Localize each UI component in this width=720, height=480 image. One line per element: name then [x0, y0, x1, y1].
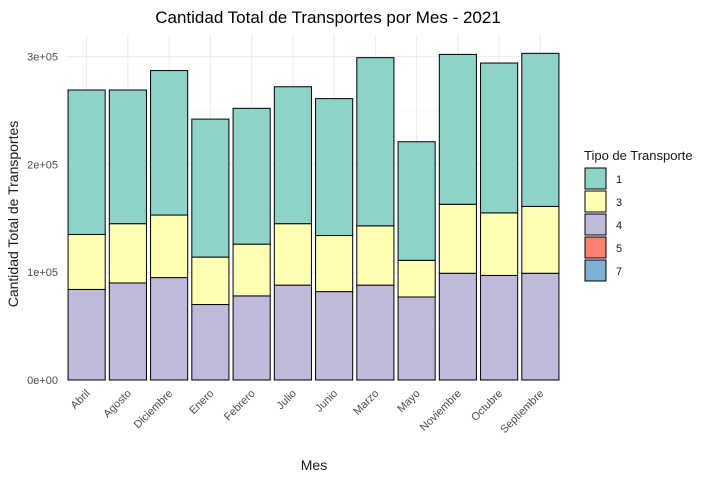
- x-tick-label: Septiembre: [498, 388, 546, 436]
- legend-label-5: 5: [616, 243, 622, 255]
- bar-segment-tipo-1: [521, 52, 560, 207]
- bar-segment-tipo-1: [315, 98, 354, 237]
- bar-segment-tipo-3: [438, 203, 477, 274]
- bar-stack: [191, 118, 230, 381]
- bar-segment-tipo-1: [397, 141, 436, 261]
- bar-stack: [521, 52, 560, 381]
- bar-segment-tipo-4: [356, 284, 395, 381]
- x-tick-label: Agosto: [101, 388, 134, 421]
- bar-stack: [232, 107, 271, 381]
- bar-segment-tipo-4: [232, 295, 271, 381]
- bar-segment-tipo-3: [356, 225, 395, 286]
- bar-stack: [150, 70, 189, 381]
- x-axis-title: Mes: [301, 457, 327, 473]
- bar-segment-tipo-4: [108, 282, 147, 381]
- bar-segment-tipo-3: [67, 233, 106, 290]
- legend-swatch-3: [584, 190, 607, 213]
- bar-segment-tipo-3: [108, 223, 147, 284]
- y-tick-label: 3e+05: [27, 52, 58, 64]
- bar-stack: [67, 89, 106, 381]
- legend-title: Tipo de Transporte: [584, 148, 693, 163]
- legend-swatch-5: [584, 236, 607, 259]
- legend-label-4: 4: [616, 220, 622, 232]
- x-tick-label: Julio: [275, 388, 299, 412]
- bar-segment-tipo-3: [480, 212, 519, 276]
- bar-segment-tipo-3: [397, 259, 436, 298]
- x-tick-label: Mayo: [395, 388, 423, 416]
- bar-segment-tipo-3: [191, 256, 230, 306]
- bar-stack: [480, 62, 519, 381]
- bar-segment-tipo-4: [273, 284, 312, 381]
- legend-swatch-4: [584, 213, 607, 236]
- legend-label-3: 3: [616, 197, 622, 209]
- bar-segment-tipo-4: [315, 291, 354, 381]
- x-tick-label: Febrero: [222, 388, 258, 424]
- bar-stack: [397, 141, 436, 381]
- bar-segment-tipo-1: [356, 57, 395, 227]
- x-tick-label: Noviembre: [418, 388, 464, 434]
- x-tick-label: Enero: [187, 388, 216, 417]
- y-tick-label: 2e+05: [27, 159, 58, 171]
- bar-segment-tipo-4: [480, 274, 519, 381]
- bar-segment-tipo-4: [521, 272, 560, 381]
- y-axis-ticks: 0e+00 1e+05 2e+05 3e+05: [27, 52, 58, 387]
- bar-segment-tipo-1: [480, 62, 519, 214]
- y-axis-title: Cantidad Total de Transportes: [5, 121, 21, 308]
- bar-stack: [273, 86, 312, 381]
- y-tick-label: 1e+05: [27, 267, 58, 279]
- bar-segment-tipo-1: [108, 89, 147, 225]
- chart-title: Cantidad Total de Transportes por Mes - …: [155, 8, 501, 27]
- bar-segment-tipo-3: [232, 243, 271, 297]
- legend-label-1: 1: [616, 174, 622, 186]
- bar-stack: [356, 57, 395, 381]
- bar-segment-tipo-3: [273, 223, 312, 286]
- bar-segment-tipo-1: [232, 107, 271, 245]
- legend: Tipo de Transporte 1 3 4 5 7: [584, 148, 693, 282]
- bar-segment-tipo-4: [67, 288, 106, 381]
- x-tick-label: Diciembre: [132, 388, 175, 431]
- x-tick-label: Marzo: [351, 388, 381, 418]
- bar-segment-tipo-1: [67, 89, 106, 235]
- bar-segment-tipo-4: [438, 272, 477, 381]
- legend-swatch-7: [584, 259, 607, 282]
- x-tick-label: Octubre: [469, 388, 505, 424]
- bar-segment-tipo-4: [397, 296, 436, 381]
- bar-stack: [315, 98, 354, 381]
- bar-segment-tipo-1: [273, 86, 312, 225]
- bar-segment-tipo-3: [521, 205, 560, 274]
- legend-swatch-1: [584, 167, 607, 190]
- bar-stack: [438, 53, 477, 381]
- bar-segment-tipo-1: [191, 118, 230, 258]
- x-tick-label: Abril: [69, 388, 93, 412]
- bar-segment-tipo-3: [150, 214, 189, 279]
- bar-stack: [108, 89, 147, 381]
- legend-label-7: 7: [616, 266, 622, 278]
- bar-segment-tipo-4: [191, 304, 230, 381]
- y-tick-label: 0e+00: [27, 375, 58, 387]
- x-tick-label: Junio: [313, 388, 340, 415]
- bars: [67, 52, 560, 381]
- bar-segment-tipo-4: [150, 277, 189, 381]
- bar-segment-tipo-3: [315, 235, 354, 293]
- bar-segment-tipo-1: [438, 53, 477, 205]
- bar-segment-tipo-1: [150, 70, 189, 216]
